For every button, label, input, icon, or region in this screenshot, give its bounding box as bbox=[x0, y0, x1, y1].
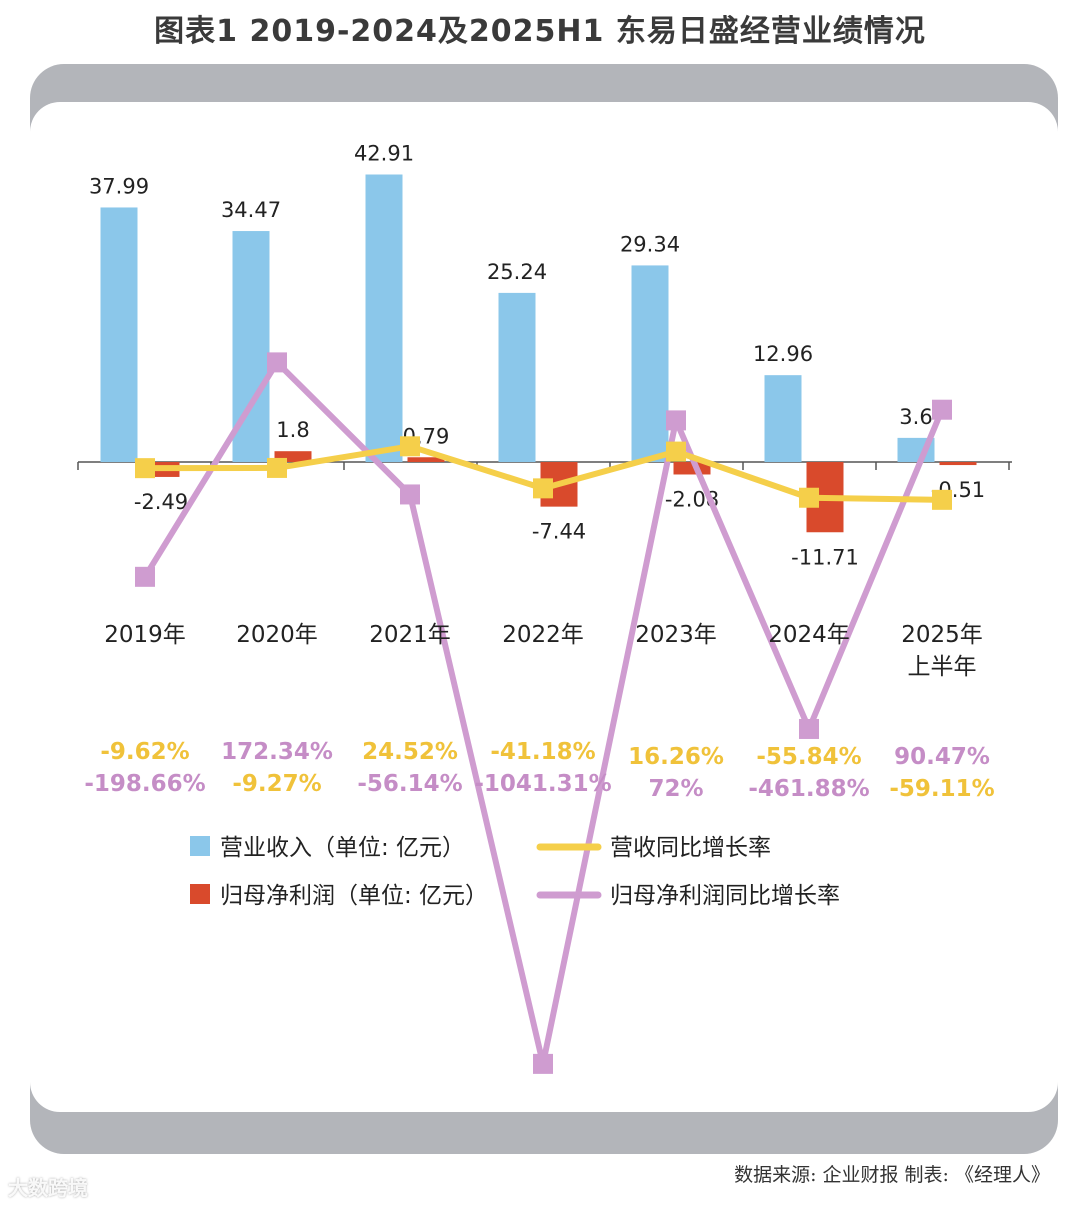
revenue-data-label: 12.96 bbox=[753, 342, 813, 366]
profit-growth-value: -198.66% bbox=[84, 771, 205, 797]
legend-net-profit-label: 归母净利润（单位: 亿元） bbox=[220, 883, 488, 909]
revenue-growth-value: 16.26% bbox=[628, 744, 724, 770]
revenue-growth-marker bbox=[533, 478, 553, 499]
net-profit-bar bbox=[407, 457, 445, 462]
profit-growth-value: -461.88% bbox=[748, 776, 869, 802]
revenue-growth-marker bbox=[799, 487, 819, 508]
revenue-data-label: 29.34 bbox=[620, 232, 680, 256]
profit-growth-marker bbox=[267, 352, 287, 373]
legend-net-profit-swatch bbox=[190, 884, 210, 904]
x-tick-label: 2021年 bbox=[369, 622, 451, 648]
legend-revenue-growth-label: 营收同比增长率 bbox=[610, 835, 771, 861]
x-tick-label: 2024年 bbox=[768, 622, 850, 648]
net-profit-data-label: -11.71 bbox=[791, 545, 859, 569]
profit-growth-marker bbox=[400, 484, 420, 505]
revenue-growth-value: -9.62% bbox=[100, 739, 189, 765]
revenue-bar bbox=[631, 265, 669, 462]
net-profit-bar bbox=[939, 462, 977, 466]
net-profit-bar bbox=[673, 462, 711, 475]
revenue-bar bbox=[100, 207, 138, 462]
net-profit-data-label: 1.8 bbox=[276, 418, 309, 442]
revenue-growth-marker bbox=[932, 489, 952, 510]
profit-growth-value: 90.47% bbox=[894, 744, 990, 770]
source-note: 数据来源: 企业财报 制表: 《经理人》 bbox=[734, 1164, 1050, 1186]
x-tick-label: 2022年 bbox=[502, 622, 584, 648]
revenue-bar bbox=[764, 375, 802, 462]
profit-growth-marker bbox=[135, 566, 155, 587]
chart-panel bbox=[30, 102, 1058, 1112]
revenue-growth-marker bbox=[135, 458, 155, 479]
profit-growth-marker bbox=[533, 1053, 553, 1074]
profit-growth-marker bbox=[799, 718, 819, 739]
net-profit-data-label: -2.49 bbox=[134, 490, 188, 514]
revenue-bar bbox=[365, 174, 403, 463]
profit-growth-value: 172.34% bbox=[221, 739, 333, 765]
legend-revenue-swatch bbox=[190, 836, 210, 856]
revenue-growth-marker bbox=[666, 441, 686, 462]
revenue-data-label: 25.24 bbox=[487, 260, 547, 284]
profit-growth-value: -56.14% bbox=[357, 771, 462, 797]
revenue-growth-value: -41.18% bbox=[490, 739, 595, 765]
revenue-data-label: 37.99 bbox=[89, 174, 149, 198]
revenue-data-label: 3.6 bbox=[899, 405, 932, 429]
revenue-growth-marker bbox=[400, 436, 420, 457]
revenue-growth-value: -59.11% bbox=[889, 776, 994, 802]
revenue-bar bbox=[498, 292, 536, 462]
revenue-data-label: 34.47 bbox=[221, 198, 281, 222]
legend-revenue-label: 营业收入（单位: 亿元） bbox=[220, 835, 465, 861]
watermark: 大数跨境 bbox=[8, 1176, 88, 1200]
profit-growth-value: -1041.31% bbox=[474, 771, 611, 797]
chart-title: 图表1 2019-2024及2025H1 东易日盛经营业绩情况 bbox=[154, 14, 926, 49]
net-profit-bar bbox=[274, 451, 312, 462]
net-profit-data-label: -7.44 bbox=[532, 520, 586, 544]
x-tick-label: 2025年 bbox=[901, 622, 983, 648]
profit-growth-value: 72% bbox=[648, 776, 703, 802]
x-tick-label: 2020年 bbox=[236, 622, 318, 648]
revenue-growth-value: 24.52% bbox=[362, 739, 458, 765]
x-tick-label: 2019年 bbox=[104, 622, 186, 648]
profit-growth-marker bbox=[932, 399, 952, 420]
x-tick-label: 上半年 bbox=[908, 654, 977, 680]
revenue-growth-value: -55.84% bbox=[756, 744, 861, 770]
revenue-growth-marker bbox=[267, 457, 287, 478]
revenue-data-label: 42.91 bbox=[354, 142, 414, 166]
revenue-growth-value: -9.27% bbox=[232, 771, 321, 797]
x-tick-label: 2023年 bbox=[635, 622, 717, 648]
legend-profit-growth-label: 归母净利润同比增长率 bbox=[610, 883, 840, 909]
profit-growth-marker bbox=[666, 410, 686, 431]
